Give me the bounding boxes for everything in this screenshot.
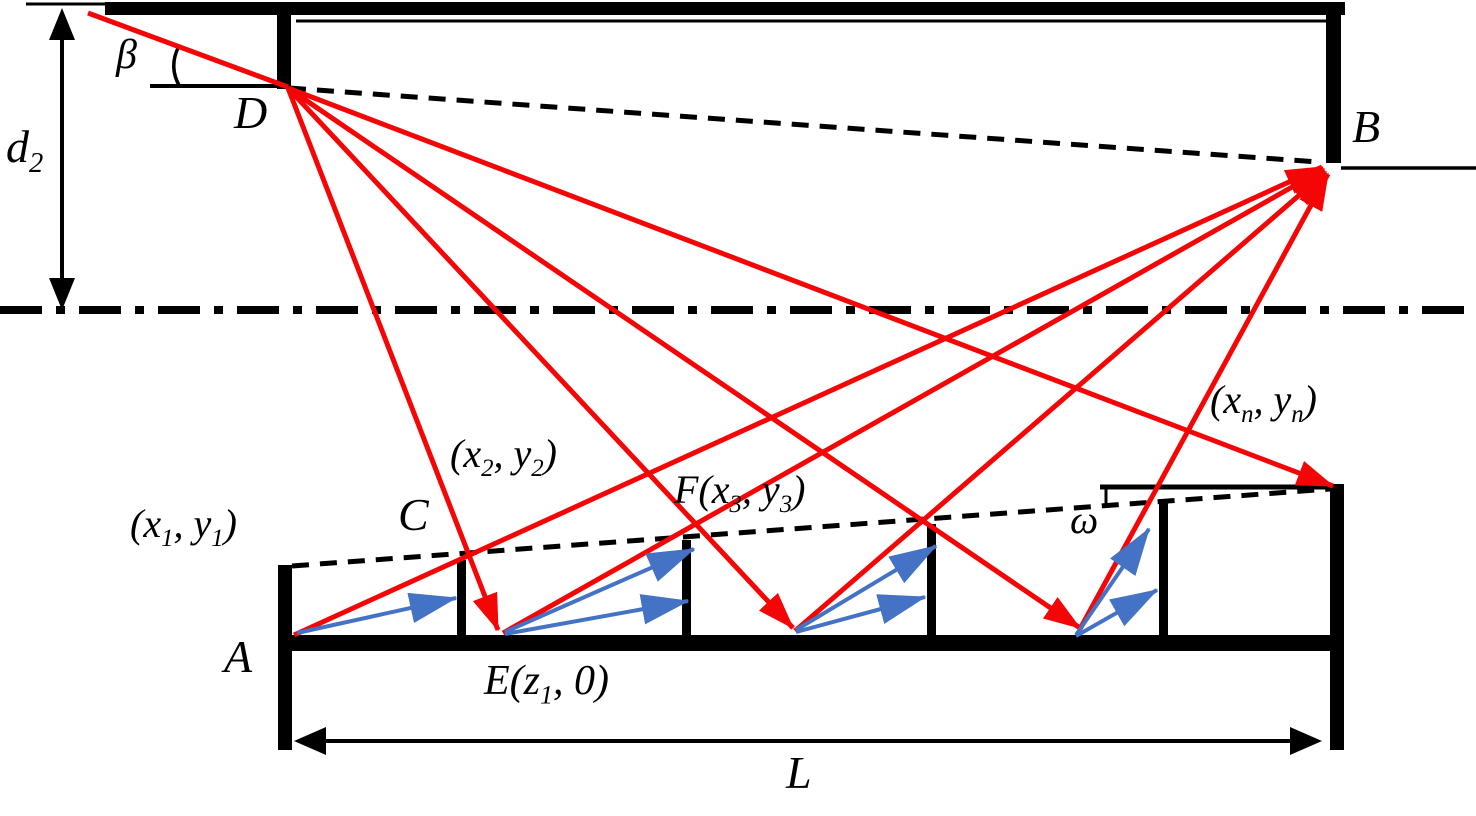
L-dimension (294, 727, 1322, 755)
label-x1-y1: (x1, y1) (130, 501, 237, 552)
bottom-right-wall (1330, 484, 1344, 750)
velocity-arrow-hit3-lower (795, 594, 927, 634)
label-x2-y2: (x2, y2) (450, 431, 557, 482)
label-d2: d2 (6, 121, 44, 180)
d2-arrowhead-down (49, 278, 75, 310)
velocity-arrow-hit4-upper (1074, 527, 1151, 637)
label-beta: β (116, 32, 137, 78)
fin-3 (682, 540, 691, 635)
L-arrowhead-left (294, 727, 326, 755)
label-xn-yn: (xn, yn) (1210, 377, 1317, 428)
blue-velocity-arrows (296, 527, 1159, 638)
fin-5 (1159, 499, 1168, 635)
label-C: C (398, 489, 429, 540)
top-left-wall-D (277, 13, 291, 89)
bottom-left-wall-A (278, 565, 292, 750)
ray-D-to-hit3-F (286, 86, 795, 630)
red-ray-trajectories (87, 10, 1335, 638)
top-plate-bar (105, 2, 1345, 15)
d2-dimension (49, 8, 75, 310)
incoming-beta-ray (87, 10, 289, 90)
d2-arrowhead-up (49, 8, 75, 40)
ray-A-to-B (292, 164, 1324, 638)
dashed-line-D-to-B (288, 85, 1319, 165)
label-omega: ω (1070, 497, 1099, 542)
fin-4 (927, 524, 936, 635)
beta-angle-mark (150, 45, 282, 88)
beta-angle-arc (172, 45, 182, 88)
L-arrowhead-right (1290, 727, 1322, 755)
ray-D-to-xn-yn (287, 85, 1335, 489)
label-D: D (234, 87, 268, 138)
label-A: A (224, 631, 253, 682)
bottom-electrode (278, 484, 1344, 750)
fin-2 (457, 560, 466, 635)
top-right-wall-B (1326, 13, 1341, 163)
dashed-envelope-A-to-corner (291, 486, 1331, 569)
velocity-arrow-hit3-upper (794, 544, 938, 632)
label-B: B (1352, 101, 1381, 152)
label-F-x3-y3: F(x3, y3) (674, 467, 806, 518)
ray-D-to-hit4 (286, 85, 1082, 631)
bottom-base-bar (278, 635, 1344, 651)
ray-hit3-to-B (793, 170, 1328, 633)
velocity-arrow-A (296, 592, 458, 635)
velocity-arrow-hit2-upper (504, 547, 696, 634)
velocity-arrow-hit4-lower (1075, 588, 1159, 638)
ray-D-to-hit2 (285, 87, 501, 632)
label-E-z1-0: E(z1, 0) (484, 658, 610, 710)
ray-hit2-to-B (501, 166, 1326, 636)
label-L: L (786, 747, 812, 798)
velocity-arrow-hit2-lower (504, 594, 690, 636)
top-electrode (26, 2, 1476, 170)
